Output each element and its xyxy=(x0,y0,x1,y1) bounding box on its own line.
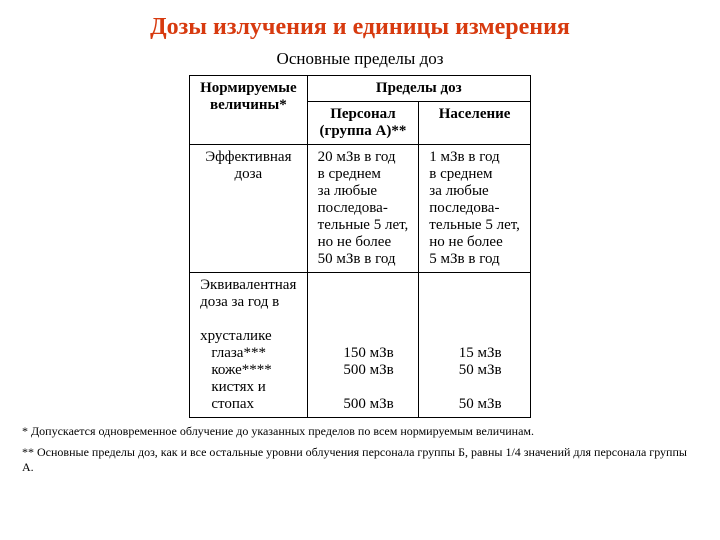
cell-personnel-equivalent: 150 мЗв 500 мЗв 500 мЗв xyxy=(307,273,419,418)
row-label-effective: Эффективная доза xyxy=(190,145,308,273)
cell-population-effective: 1 мЗв в год в среднем за любые последова… xyxy=(419,145,531,273)
row-label-equivalent: Эквивалентная доза за год в хрусталике г… xyxy=(190,273,308,418)
cell-population-equivalent: 15 мЗв 50 мЗв 50 мЗв xyxy=(419,273,531,418)
header-row-1: Нормируемые величины* Пределы доз xyxy=(190,76,531,102)
header-quantities: Нормируемые величины* xyxy=(190,76,308,145)
page-title: Дозы излучения и единицы измерения xyxy=(18,14,702,41)
footnote-2: ** Основные пределы доз, как и все остал… xyxy=(22,445,698,475)
header-limits: Пределы доз xyxy=(307,76,530,102)
header-population: Население xyxy=(419,102,531,145)
table-caption: Основные пределы доз xyxy=(18,49,702,69)
dose-limits-table: Нормируемые величины* Пределы доз Персон… xyxy=(189,75,531,418)
table-row: Эквивалентная доза за год в хрусталике г… xyxy=(190,273,531,418)
table-row: Эффективная доза 20 мЗв в год в среднем … xyxy=(190,145,531,273)
cell-personnel-effective: 20 мЗв в год в среднем за любые последов… xyxy=(307,145,419,273)
footnote-1: * Допускается одновременное облучение до… xyxy=(22,424,698,439)
header-personnel: Персонал (группа А)** xyxy=(307,102,419,145)
